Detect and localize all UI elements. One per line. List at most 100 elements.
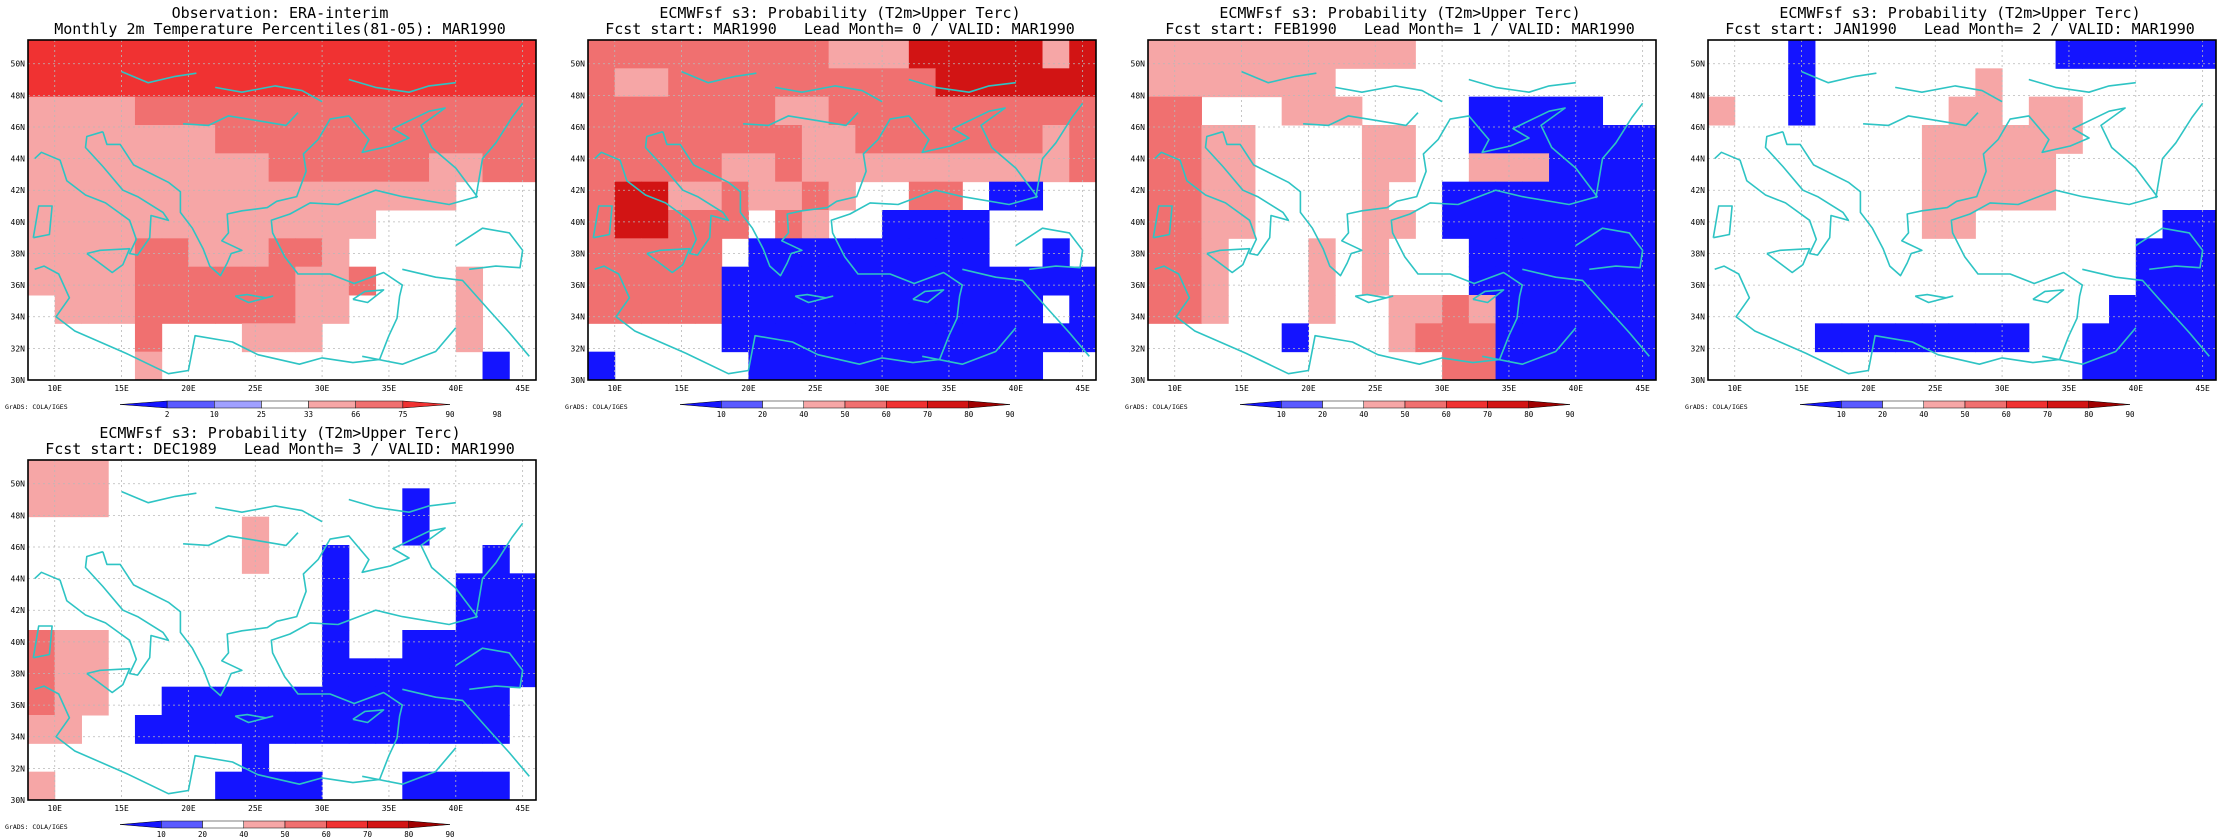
grid-cell xyxy=(429,686,457,716)
coastline xyxy=(362,747,457,786)
colorbar-label: 10 xyxy=(1277,410,1287,419)
grid-cell xyxy=(295,771,323,801)
grid-cell xyxy=(402,153,430,183)
grid-cell xyxy=(402,40,430,69)
grid-cell xyxy=(322,125,350,154)
grid-cell xyxy=(614,96,642,126)
x-tick-label: 40E xyxy=(1569,384,1584,393)
grid-cell xyxy=(81,266,109,296)
grid-cell xyxy=(241,153,270,183)
y-tick-label: 34N xyxy=(1131,313,1146,322)
grid-cell xyxy=(188,238,216,268)
colorbar-label: 10 xyxy=(210,410,220,419)
grid-cell xyxy=(1042,266,1070,296)
colorbar-swatch xyxy=(927,400,969,409)
grid-cell xyxy=(2002,153,2030,183)
coastline xyxy=(1914,293,1954,304)
coastline xyxy=(681,70,757,84)
coastline xyxy=(215,505,323,523)
coastline xyxy=(215,85,323,103)
grid-cell xyxy=(455,686,484,716)
grid-cell xyxy=(935,238,963,268)
grid-cell xyxy=(161,68,189,98)
grid-cell xyxy=(588,153,616,183)
grid-cell xyxy=(509,573,537,603)
grid-cell xyxy=(775,238,803,268)
grid-cell xyxy=(455,266,484,296)
grid-cell xyxy=(828,153,856,183)
grid-cell xyxy=(81,40,109,69)
grid-cell xyxy=(962,238,990,268)
grid-cell xyxy=(962,351,990,381)
map-panel-lead3: 10E 15E 20E 25E 30E 35E 40E 45E 30N 32N 34N 36N 38N 4… xyxy=(0,420,560,840)
map-svg: 10E 15E 20E 25E 30E 35E 40E 45E 30N 32N 34N 36N 38N 4… xyxy=(1125,39,1657,419)
grid-cell xyxy=(2109,323,2137,353)
colorbar-swatch xyxy=(1964,400,2007,409)
grid-cell xyxy=(908,181,937,211)
colorbar-label: 50 xyxy=(840,410,850,419)
grid-cell xyxy=(748,295,776,324)
x-tick-label: 40E xyxy=(449,804,464,813)
coastline xyxy=(594,130,730,256)
grid-cell xyxy=(1442,181,1470,211)
grid-cell xyxy=(455,68,484,98)
coastline xyxy=(455,647,524,691)
coastline xyxy=(2155,102,2204,199)
grid-cell xyxy=(322,658,350,688)
x-tick-label: 35E xyxy=(1502,384,1517,393)
colorbar-swatch xyxy=(1446,400,1488,409)
grid-cell xyxy=(322,686,350,716)
grid-cell xyxy=(188,125,216,154)
grid-cell xyxy=(989,266,1017,296)
map-panel-lead1: 10E 15E 20E 25E 30E 35E 40E 45E 30N 32N 34N 36N 38N 4… xyxy=(1120,0,1680,420)
grid-cell xyxy=(455,630,484,659)
grid-cell xyxy=(668,125,696,154)
grid-cell xyxy=(81,488,109,518)
y-tick-label: 48N xyxy=(571,91,586,100)
grid-cell xyxy=(241,210,270,239)
grid-cell xyxy=(215,68,243,98)
grid-cell xyxy=(775,351,803,381)
grid-cell xyxy=(295,266,323,296)
grid-cell xyxy=(161,715,189,744)
grid-cell xyxy=(322,295,350,324)
grid-cell xyxy=(908,323,937,353)
grid-cell xyxy=(828,181,856,211)
coastline xyxy=(183,112,299,127)
grid-cell xyxy=(322,715,350,744)
grid-cell xyxy=(801,295,830,324)
grid-cell xyxy=(828,125,856,154)
grid-cell xyxy=(1361,238,1390,268)
grid-cell xyxy=(748,181,776,211)
grid-cell xyxy=(348,181,377,211)
map-frame xyxy=(27,459,537,801)
grid-cell xyxy=(748,68,776,98)
grid-cell xyxy=(801,210,830,239)
grid-cell xyxy=(482,771,510,801)
coastline xyxy=(2082,268,2210,357)
colorbar-label: 66 xyxy=(351,410,361,419)
grid-cell xyxy=(134,210,163,239)
grid-cell xyxy=(908,125,937,154)
grid-cell xyxy=(1148,40,1176,69)
grid-cell xyxy=(295,715,323,744)
grid-cell xyxy=(775,153,803,183)
grid-cell xyxy=(215,295,243,324)
grid-cell xyxy=(1549,323,1577,353)
coastline xyxy=(2028,78,2136,93)
coastline xyxy=(922,327,1017,366)
grid-cell xyxy=(2162,266,2190,296)
grid-cell xyxy=(1388,153,1416,183)
grid-cell xyxy=(81,295,109,324)
grid-cell xyxy=(1388,295,1416,324)
grid-cell xyxy=(1148,68,1176,98)
grid-cell xyxy=(989,40,1017,69)
coastline xyxy=(402,268,530,357)
grid-cell xyxy=(1629,125,1657,154)
x-tick-label: 10E xyxy=(48,804,63,813)
x-tick-label: 40E xyxy=(1009,384,1024,393)
grid-cell xyxy=(908,153,937,183)
grid-cell xyxy=(882,266,910,296)
grid-cell xyxy=(1174,96,1202,126)
colorbar-label: 90 xyxy=(1565,410,1575,419)
